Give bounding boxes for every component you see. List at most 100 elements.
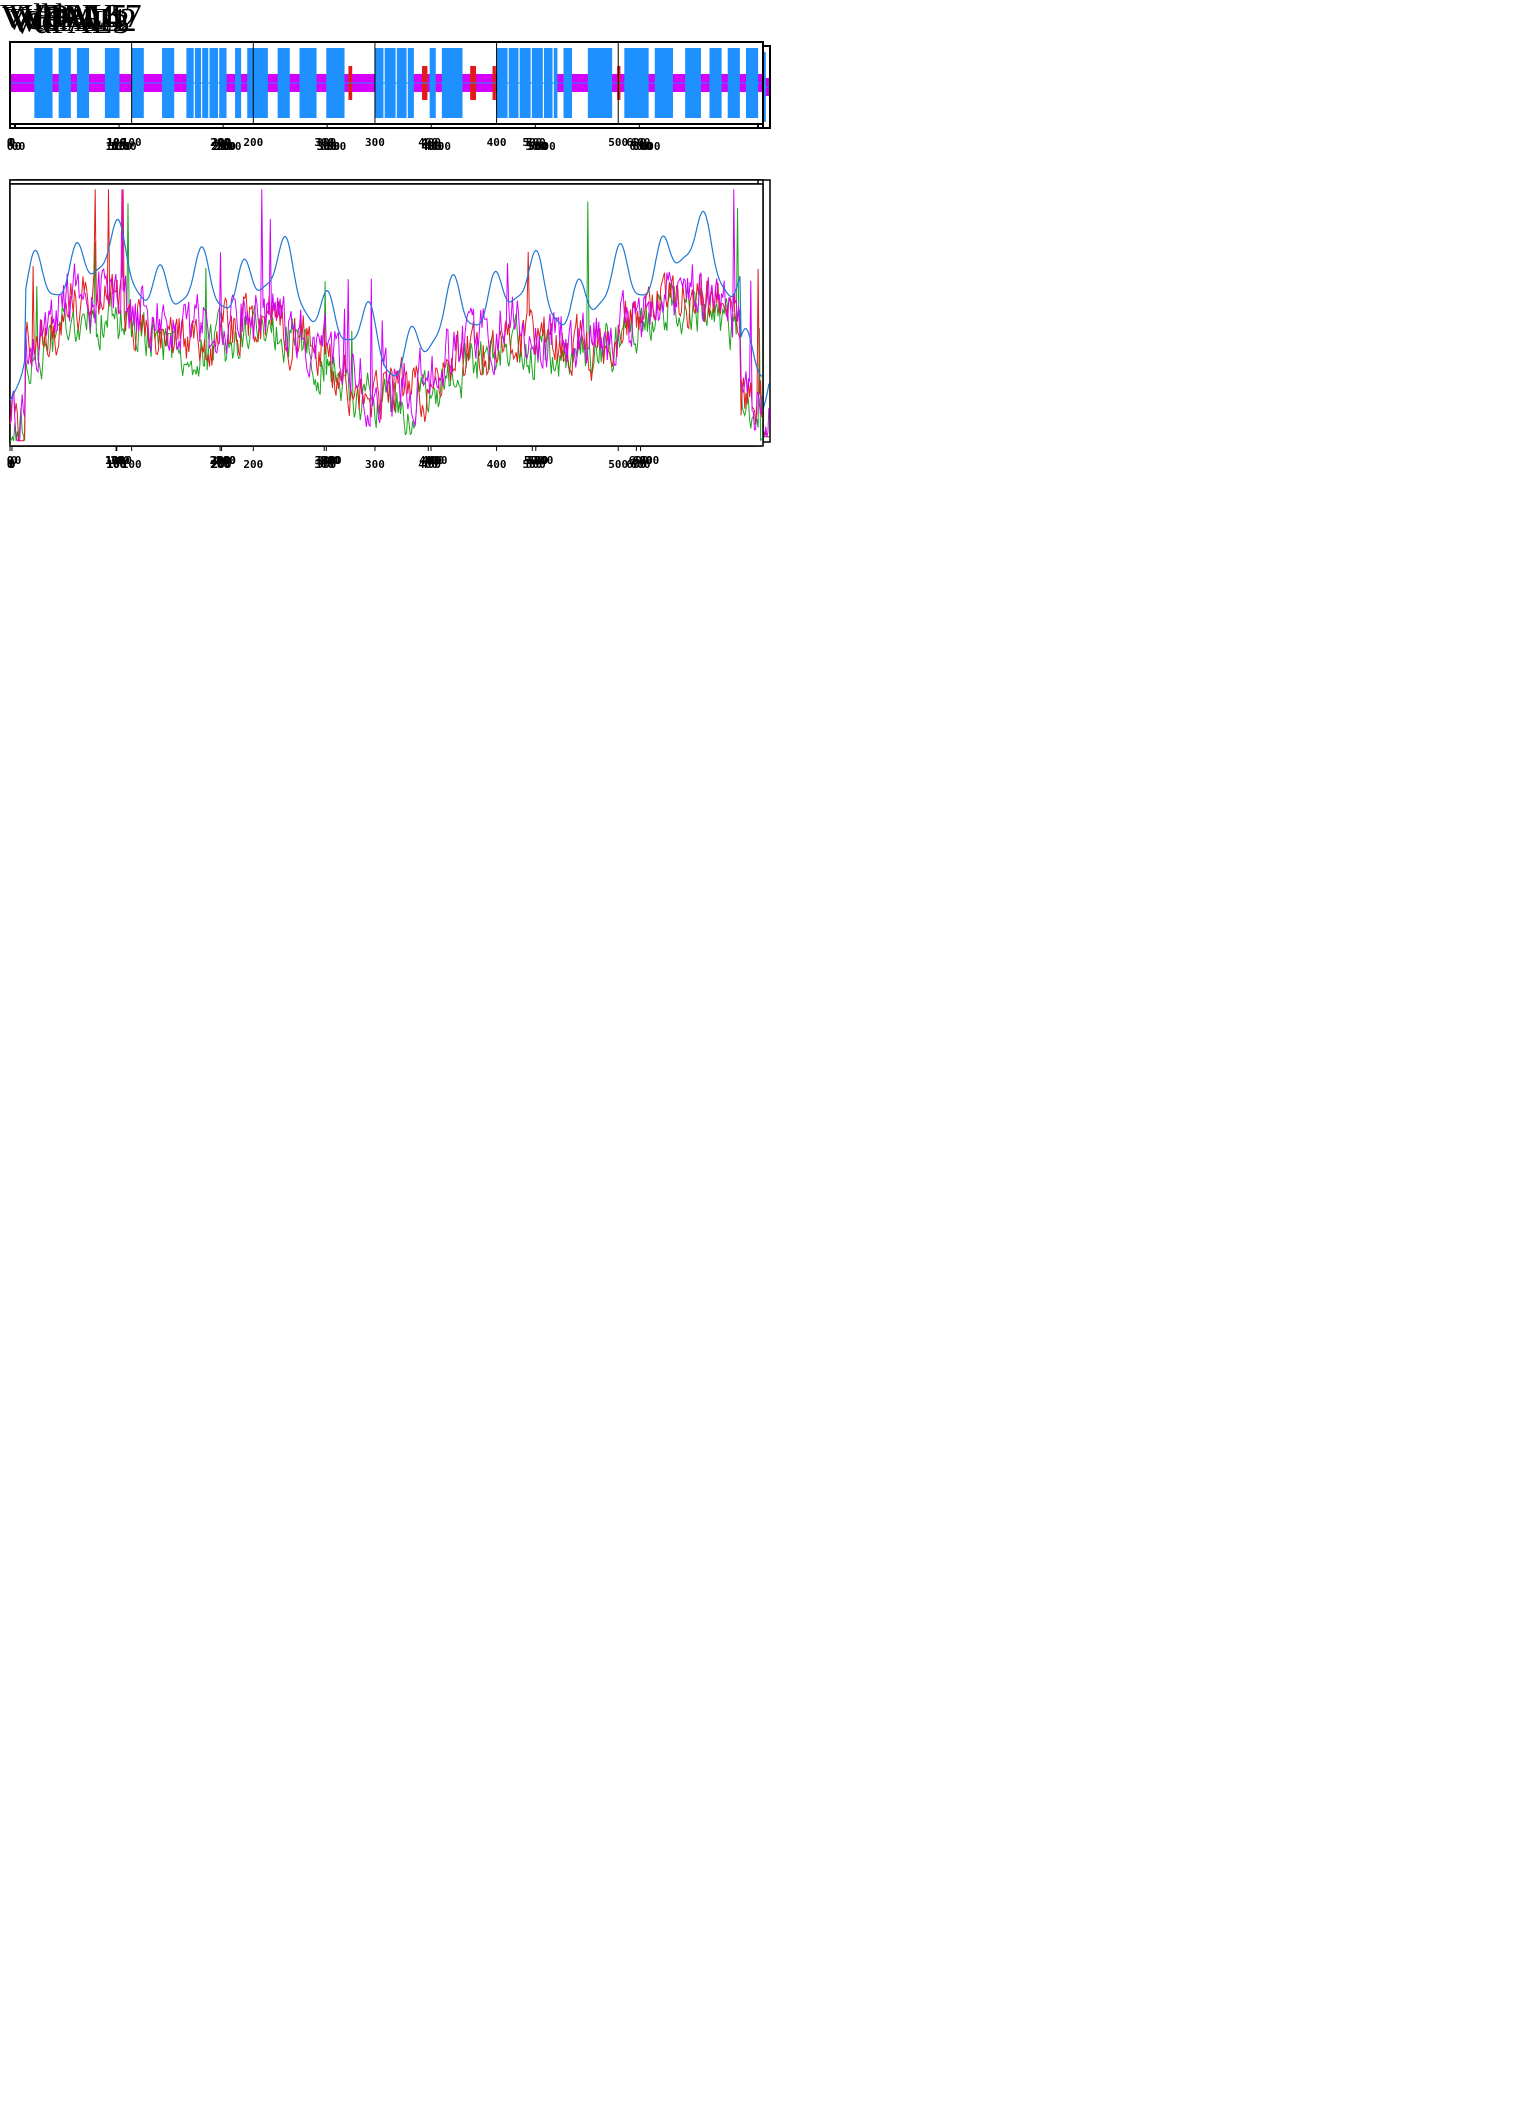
tick-label: 300 bbox=[322, 454, 342, 467]
series-blue bbox=[9, 210, 763, 401]
panel-title: VdPAL3 bbox=[10, 4, 130, 41]
series-red bbox=[9, 189, 763, 442]
tick-label: 400 bbox=[431, 140, 451, 153]
tick-label: 0 bbox=[9, 458, 16, 471]
tick-label: 100 bbox=[109, 140, 129, 153]
tick-label: 300 bbox=[316, 458, 336, 471]
tick-label: 100 bbox=[105, 454, 125, 467]
tick-label: 0 bbox=[7, 454, 14, 467]
tick-label: 200 bbox=[210, 454, 230, 467]
tick-label: 400 bbox=[487, 136, 507, 149]
tick-label: 300 bbox=[326, 140, 346, 153]
tick-label: 0 bbox=[9, 458, 16, 471]
tick-label: 400 bbox=[419, 454, 439, 467]
tick-label: 300 bbox=[365, 458, 385, 471]
tick-label: 500 bbox=[608, 136, 628, 149]
tick-label: 600 bbox=[629, 454, 649, 467]
tick-label: 300 bbox=[317, 140, 337, 153]
tick-label: 200 bbox=[213, 140, 233, 153]
tick-label: 100 bbox=[106, 136, 126, 149]
tick-label: 600 bbox=[633, 140, 653, 153]
tick-label: 400 bbox=[418, 136, 438, 149]
tick-label: 100 bbox=[122, 458, 142, 471]
tick-label: 200 bbox=[216, 454, 236, 467]
tick-label: 100 bbox=[112, 140, 132, 153]
tick-label: 300 bbox=[316, 140, 336, 153]
tick-label: 500 bbox=[533, 454, 553, 467]
panel-vdpal7: VdPAL7 0 100 200 300 400 500 0 100 200 300 400 500 bbox=[0, 0, 770, 489]
series-magenta bbox=[9, 189, 763, 442]
tick-label: 500 bbox=[528, 454, 548, 467]
tick-label: 200 bbox=[210, 458, 230, 471]
panel-title: VdPAL6 bbox=[0, 0, 120, 35]
tick-label: 500 bbox=[608, 458, 628, 471]
panel-title: VdPAL4 bbox=[2, 0, 122, 37]
tick-label: 100 bbox=[110, 454, 130, 467]
tick-label: 0 bbox=[15, 454, 22, 467]
tick-label: 400 bbox=[487, 458, 507, 471]
tick-label: 500 bbox=[525, 140, 545, 153]
tick-label: 0 bbox=[7, 454, 14, 467]
tick-label: 300 bbox=[314, 458, 334, 471]
tick-label: 0 bbox=[7, 458, 14, 471]
tick-label: 0 bbox=[7, 136, 14, 149]
prediction-profile-plot: 0 100 200 300 400 500 bbox=[7, 183, 764, 471]
tick-label: 600 bbox=[626, 458, 646, 471]
tick-label: 500 bbox=[524, 454, 544, 467]
tick-label: 200 bbox=[222, 140, 242, 153]
tick-label: 200 bbox=[211, 140, 231, 153]
secondary-structure-track: 0 100 200 300 400 500 bbox=[7, 41, 764, 149]
tick-label: 200 bbox=[216, 140, 236, 153]
tick-label: 500 bbox=[528, 140, 548, 153]
tick-label: 200 bbox=[211, 454, 231, 467]
tick-label: 0 bbox=[15, 140, 22, 153]
tick-label: 600 bbox=[629, 140, 649, 153]
tick-label: 300 bbox=[316, 136, 336, 149]
tick-label: 600 bbox=[633, 454, 653, 467]
tick-label: 100 bbox=[107, 136, 127, 149]
tick-label: 100 bbox=[106, 458, 126, 471]
tick-label: 400 bbox=[424, 454, 444, 467]
tick-label: 0 bbox=[9, 136, 16, 149]
series-green bbox=[9, 201, 763, 442]
tick-label: 500 bbox=[526, 458, 546, 471]
tick-label: 400 bbox=[428, 454, 448, 467]
tick-label: 400 bbox=[422, 140, 442, 153]
panel-title: VdPAL7 bbox=[22, 0, 142, 35]
tick-label: 300 bbox=[320, 454, 340, 467]
tick-label: 300 bbox=[314, 454, 334, 467]
tick-label: 300 bbox=[365, 136, 385, 149]
tick-label: 400 bbox=[421, 458, 441, 471]
tick-label: 600 bbox=[641, 140, 661, 153]
tick-label: 0 bbox=[11, 454, 18, 467]
tick-label: 200 bbox=[243, 136, 263, 149]
tick-label: 100 bbox=[106, 454, 126, 467]
tick-label: 500 bbox=[526, 136, 546, 149]
tick-label: 600 bbox=[632, 140, 652, 153]
tick-label: 600 bbox=[639, 454, 659, 467]
tick-label: 200 bbox=[243, 458, 263, 471]
tick-label: 200 bbox=[210, 136, 230, 149]
tick-label: 500 bbox=[522, 136, 542, 149]
tick-label: 600 bbox=[632, 454, 652, 467]
tick-label: 400 bbox=[421, 136, 441, 149]
tick-label: 600 bbox=[631, 136, 651, 149]
tick-label: 0 bbox=[12, 140, 19, 153]
tick-label: 300 bbox=[320, 140, 340, 153]
tick-label: 100 bbox=[106, 140, 126, 153]
tick-label: 500 bbox=[527, 140, 547, 153]
tick-label: 400 bbox=[418, 458, 438, 471]
panel-title: VdPAL2 bbox=[17, 2, 137, 39]
tick-label: 600 bbox=[631, 458, 651, 471]
tick-label: 0 bbox=[9, 136, 16, 149]
tick-label: 200 bbox=[212, 458, 232, 471]
panel-title: VdPAL5 bbox=[8, 0, 128, 35]
tick-label: 200 bbox=[216, 454, 236, 467]
tick-label: 600 bbox=[626, 136, 646, 149]
tick-label: 500 bbox=[536, 140, 556, 153]
tick-label: 400 bbox=[422, 454, 442, 467]
tick-label: 200 bbox=[212, 136, 232, 149]
tick-label: 400 bbox=[424, 140, 444, 153]
tick-label: 0 bbox=[7, 140, 14, 153]
tick-label: 300 bbox=[316, 454, 336, 467]
